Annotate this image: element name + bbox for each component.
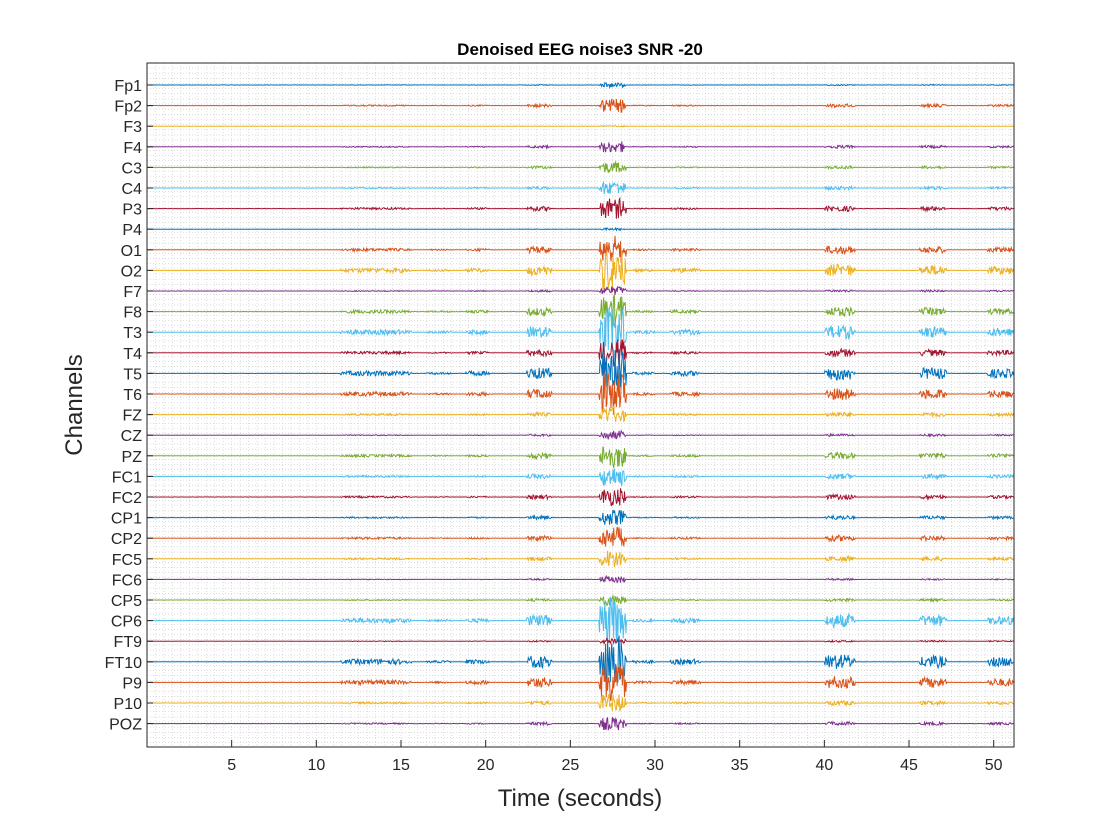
trace-f7 [146, 285, 1015, 295]
channel-label-fc2: FC2 [112, 490, 142, 507]
channel-label-poz: POZ [109, 717, 142, 734]
channel-label-cp6: CP6 [111, 614, 142, 631]
channel-label-t3: T3 [123, 325, 142, 342]
y-axis-label: Channels [61, 354, 88, 455]
channel-label-p10: P10 [114, 696, 143, 713]
trace-fp1 [146, 81, 1015, 90]
trace-c4 [146, 180, 1015, 194]
channel-label-f7: F7 [123, 284, 142, 301]
trace-fc2 [147, 488, 1015, 507]
x-tick-label: 45 [900, 757, 918, 774]
channel-label-t6: T6 [123, 387, 142, 404]
channel-label-fc5: FC5 [112, 552, 142, 569]
axes-box [146, 62, 1015, 748]
trace-t3 [147, 307, 1015, 356]
trace-f3 [146, 124, 1014, 128]
minor-grid [147, 63, 1014, 747]
time-tick-labels: 5 10 15 20 25 30 35 40 45 50 [227, 740, 1003, 774]
channel-tick-labels: Fp1 Fp2 F3 F4 C3 C4 P3 P4 O1 O2 F7 F8 T3 T4 T5 T6 FZ CZ PZ… [105, 78, 153, 734]
axes-background [147, 63, 1014, 747]
channel-label-fc1: FC1 [112, 469, 142, 486]
trace-ft10 [146, 635, 1015, 688]
trace-ft9 [146, 637, 1015, 645]
x-tick-label: 25 [561, 757, 579, 774]
channel-label-fz: FZ [122, 408, 142, 425]
channel-label-cp1: CP1 [111, 511, 142, 528]
trace-fz [146, 404, 1015, 423]
channel-label-p3: P3 [122, 202, 142, 219]
channel-label-fc6: FC6 [112, 572, 142, 589]
x-tick-label: 30 [646, 757, 664, 774]
channel-label-c4: C4 [122, 181, 143, 198]
trace-t4 [146, 339, 1015, 368]
x-tick-label: 50 [985, 757, 1003, 774]
channel-label-ft9: FT9 [114, 634, 143, 651]
trace-f8 [147, 294, 1015, 329]
trace-t6 [146, 371, 1014, 415]
trace-p10 [146, 694, 1015, 713]
trace-t5 [146, 349, 1015, 391]
trace-fc6 [146, 574, 1015, 584]
trace-o1 [147, 235, 1015, 264]
channel-label-ft10: FT10 [105, 655, 142, 672]
trace-p4 [147, 226, 1014, 232]
channel-label-pz: PZ [122, 449, 143, 466]
trace-cz [147, 429, 1015, 440]
x-tick-label: 35 [731, 757, 749, 774]
channel-label-p4: P4 [122, 222, 142, 239]
x-axis-label: Time (seconds) [498, 785, 662, 812]
channel-label-f8: F8 [123, 305, 142, 322]
trace-cp6 [146, 596, 1015, 644]
trace-cp1 [146, 509, 1014, 525]
channel-label-o1: O1 [121, 243, 142, 260]
channel-label-cp5: CP5 [111, 593, 142, 610]
trace-poz [147, 716, 1015, 731]
trace-c3 [146, 160, 1015, 173]
x-tick-label: 20 [477, 757, 495, 774]
trace-f4 [146, 141, 1015, 153]
eeg-traces [146, 81, 1015, 731]
trace-fp2 [147, 98, 1015, 114]
x-tick-label: 15 [392, 757, 410, 774]
trace-fc1 [146, 468, 1015, 487]
channel-label-t5: T5 [123, 366, 142, 383]
trace-p9 [146, 661, 1015, 702]
trace-cp2 [146, 526, 1015, 547]
channel-label-t4: T4 [123, 346, 142, 363]
channel-label-cp2: CP2 [111, 531, 142, 548]
trace-fc5 [146, 550, 1015, 568]
x-tick-label: 5 [227, 757, 236, 774]
trace-o2 [147, 250, 1015, 293]
x-tick-label: 10 [307, 757, 325, 774]
channel-label-o2: O2 [121, 263, 142, 280]
trace-cp5 [146, 594, 1015, 607]
channel-label-fp1: Fp1 [114, 78, 142, 95]
chart-title: Denoised EEG noise3 SNR -20 [457, 40, 703, 59]
x-tick-label: 40 [815, 757, 833, 774]
channel-label-cz: CZ [121, 428, 143, 445]
channel-label-f3: F3 [123, 119, 142, 136]
channel-label-f4: F4 [123, 140, 142, 157]
channel-label-p9: P9 [122, 675, 142, 692]
channel-label-c3: C3 [122, 160, 143, 177]
channel-label-fp2: Fp2 [114, 99, 142, 116]
trace-p3 [147, 196, 1015, 219]
trace-pz [147, 446, 1015, 468]
